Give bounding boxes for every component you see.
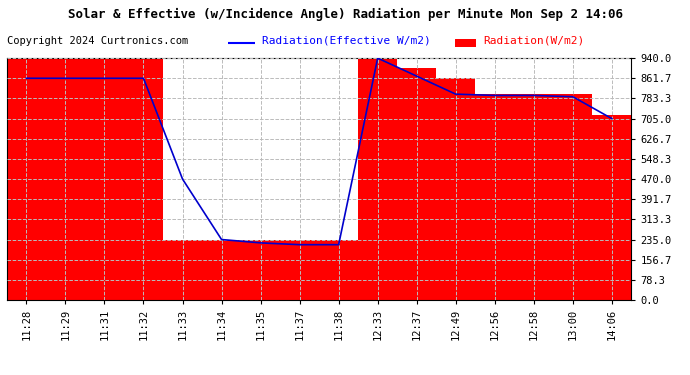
Text: Copyright 2024 Curtronics.com: Copyright 2024 Curtronics.com	[7, 36, 188, 46]
Text: Solar & Effective (w/Incidence Angle) Radiation per Minute Mon Sep 2 14:06: Solar & Effective (w/Incidence Angle) Ra…	[68, 8, 622, 21]
Text: Radiation(Effective W/m2): Radiation(Effective W/m2)	[262, 36, 431, 46]
Text: Radiation(W/m2): Radiation(W/m2)	[483, 36, 584, 46]
